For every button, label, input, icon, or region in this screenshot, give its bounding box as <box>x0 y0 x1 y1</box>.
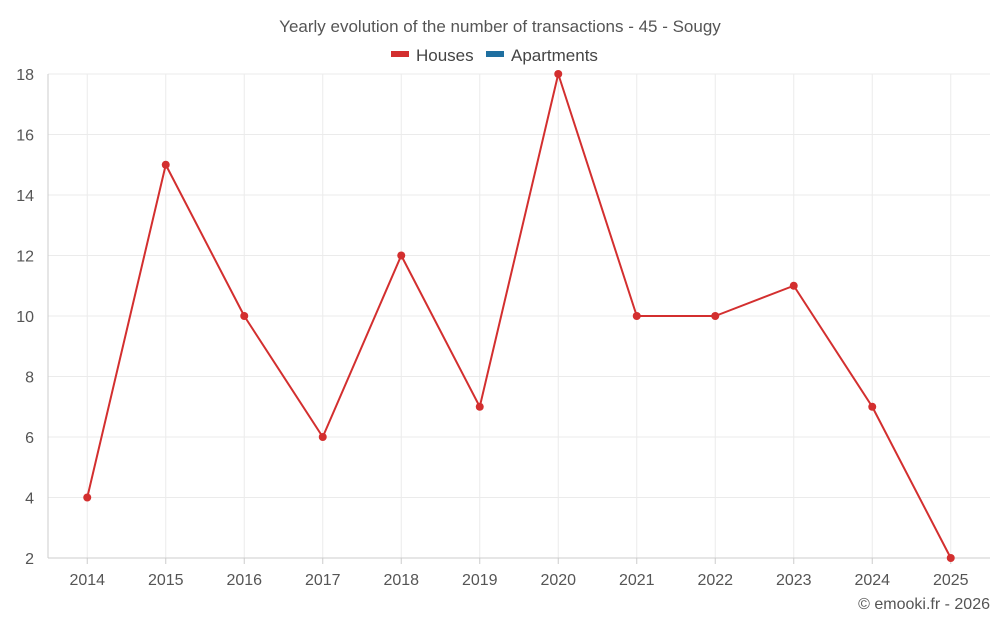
data-point-houses[interactable] <box>397 251 406 260</box>
x-axis: 2014 2015 2016 2017 2018 2019 2020 2021 2022 2023… <box>48 557 990 589</box>
data-point-houses[interactable] <box>632 312 641 320</box>
data-point-houses[interactable] <box>475 402 484 411</box>
grid-lines <box>48 73 990 559</box>
footer-credit: © emooki.fr - 2026 <box>858 596 990 613</box>
data-point-houses[interactable] <box>711 312 720 320</box>
y-tick-label: 12 <box>16 249 34 266</box>
chart-title: Yearly evolution of the number of transa… <box>279 17 721 36</box>
x-tick-label: 2014 <box>69 572 105 589</box>
data-point-houses[interactable] <box>240 312 249 320</box>
x-tick-label: 2025 <box>933 572 969 589</box>
x-tick-label: 2018 <box>383 572 419 589</box>
data-point-houses[interactable] <box>946 554 955 562</box>
legend-swatch-houses[interactable] <box>391 51 409 57</box>
x-tick-label: 2020 <box>540 572 576 589</box>
data-point-houses[interactable] <box>83 493 92 502</box>
y-axis: 2 4 6 8 10 12 14 16 18 <box>16 67 49 568</box>
series-line-houses <box>86 73 952 559</box>
x-tick-label: 2016 <box>226 572 262 589</box>
y-tick-label: 18 <box>16 67 34 84</box>
x-tick-label: 2023 <box>776 572 812 589</box>
y-tick-label: 16 <box>16 128 34 145</box>
y-tick-label: 14 <box>16 188 34 205</box>
legend-swatch-apartments[interactable] <box>486 51 504 57</box>
legend: Houses Apartments <box>391 46 598 65</box>
x-tick-label: 2022 <box>697 572 733 589</box>
data-point-houses[interactable] <box>318 433 327 441</box>
y-tick-label: 4 <box>25 491 34 508</box>
series-layer <box>83 70 955 562</box>
data-point-houses[interactable] <box>554 70 563 78</box>
y-tick-label: 2 <box>25 551 34 568</box>
data-point-houses[interactable] <box>161 160 170 169</box>
y-tick-label: 8 <box>25 370 34 387</box>
x-tick-label: 2017 <box>305 572 341 589</box>
legend-label-apartments[interactable]: Apartments <box>511 46 598 65</box>
data-point-houses[interactable] <box>789 281 798 290</box>
data-point-houses[interactable] <box>868 402 877 411</box>
y-tick-label: 6 <box>25 430 34 447</box>
y-tick-label: 10 <box>16 309 34 326</box>
x-tick-label: 2021 <box>619 572 655 589</box>
legend-label-houses[interactable]: Houses <box>416 46 474 65</box>
x-tick-label: 2019 <box>462 572 498 589</box>
x-tick-label: 2015 <box>148 572 184 589</box>
x-tick-label: 2024 <box>854 572 890 589</box>
